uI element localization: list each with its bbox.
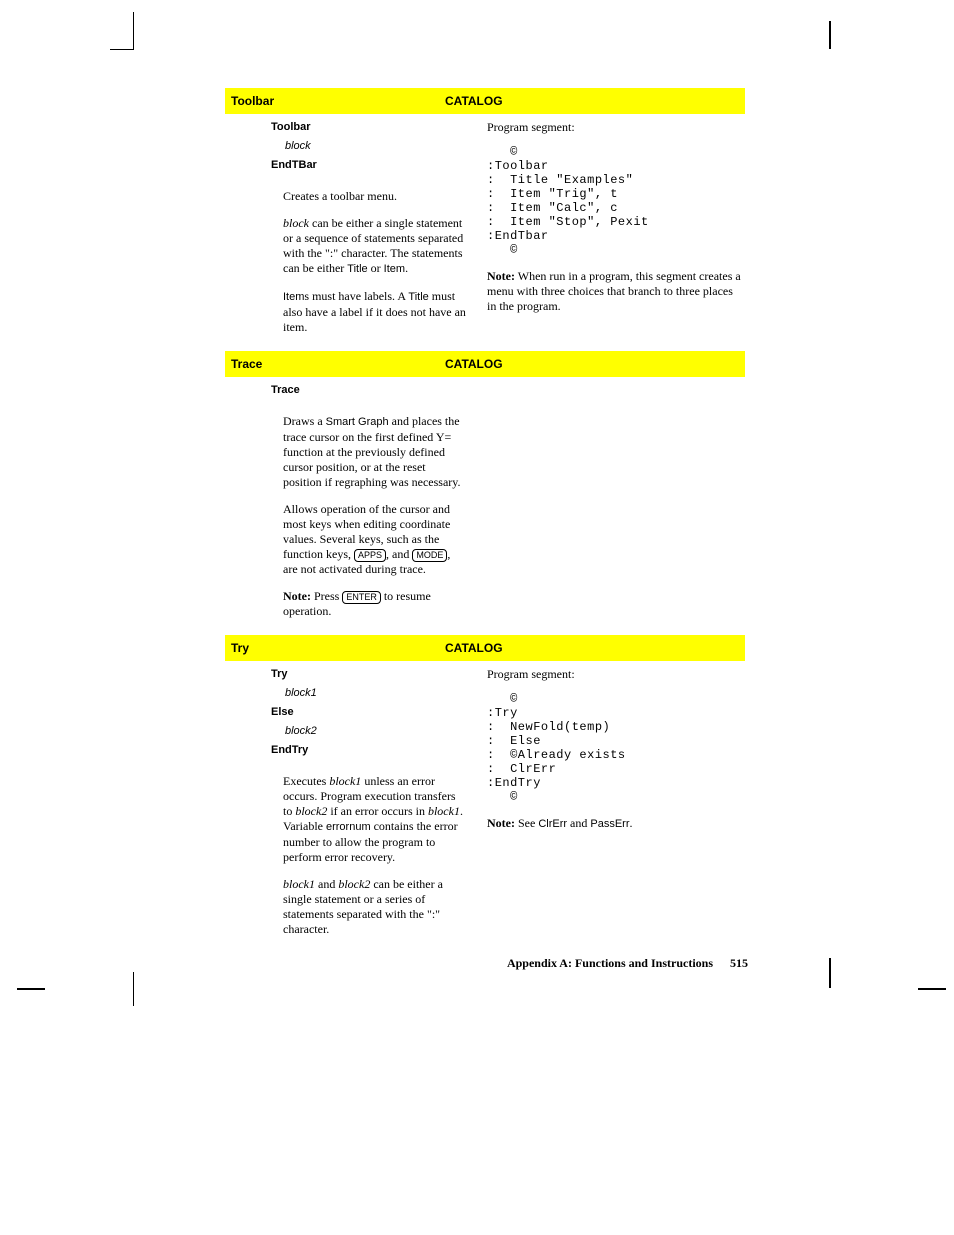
paragraph: Allows operation of the cursor and most … [283, 502, 467, 577]
left-column: Toolbar block EndTBar Creates a toolbar men… [225, 120, 485, 335]
command-name: Try [225, 641, 445, 655]
paragraph: Creates a toolbar menu. [283, 189, 467, 204]
syntax-line: block1 [295, 686, 467, 701]
example-intro: Program segment: [487, 120, 745, 135]
paragraph: block1 and block2 can be either a single… [283, 877, 467, 937]
example-intro: Program segment: [487, 667, 745, 682]
crop-mark [133, 972, 134, 1006]
right-column [485, 383, 745, 619]
syntax-line: Else [281, 705, 467, 720]
syntax-line: block [295, 139, 467, 154]
paragraph: Executes block1 unless an error occurs. … [283, 774, 467, 865]
syntax-line: Try [281, 667, 467, 682]
crop-mark [133, 12, 134, 49]
crop-mark [110, 49, 134, 50]
paragraph: block can be either a single statement o… [283, 216, 467, 277]
crop-mark [918, 988, 946, 990]
section-body: Toolbar block EndTBar Creates a toolbar men… [225, 114, 745, 351]
section-header: ToolbarCATALOG [225, 88, 745, 114]
command-location: CATALOG [445, 94, 745, 108]
command-name: Toolbar [225, 94, 445, 108]
page-content: ToolbarCATALOGToolbarblockEndTBarCreates… [225, 88, 745, 953]
syntax-line: EndTBar [281, 158, 467, 173]
command-location: CATALOG [445, 357, 745, 371]
left-column: Try block1 Else block2 EndTry Executes block1… [225, 667, 485, 937]
command-location: CATALOG [445, 641, 745, 655]
paragraph: Note: Press ENTER to resume operation. [283, 589, 467, 619]
crop-mark [829, 21, 831, 49]
example-note: Note: When run in a program, this segmen… [487, 269, 745, 314]
right-column: Program segment: © :Toolbar : Title "Exa… [485, 120, 745, 335]
footer-text: Appendix A: Functions and Instructions [507, 956, 713, 970]
crop-mark [17, 988, 45, 990]
syntax-line: block2 [295, 724, 467, 739]
right-column: Program segment: © :Try : NewFold(temp) … [485, 667, 745, 937]
syntax-line: EndTry [281, 743, 467, 758]
example-note: Note: See ClrErr and PassErr. [487, 816, 745, 832]
section-body: Try block1 Else block2 EndTry Executes block1… [225, 661, 745, 953]
command-name: Trace [225, 357, 445, 371]
page-number: 515 [730, 956, 748, 970]
code-example: © :Toolbar : Title "Examples" : Item "Tr… [487, 145, 745, 257]
paragraph: Draws a Smart Graph and places the trace… [283, 414, 467, 490]
code-example: © :Try : NewFold(temp) : Else : ©Already… [487, 692, 745, 804]
section-body: Trace Draws a Smart Graph and places the … [225, 377, 745, 635]
section-header: TryCATALOG [225, 635, 745, 661]
syntax-line: Toolbar [281, 120, 467, 135]
page-footer: Appendix A: Functions and Instructions 5… [480, 956, 748, 971]
syntax-line: Trace [281, 383, 467, 398]
paragraph: Items must have labels. A Title must als… [283, 289, 467, 335]
section-header: TraceCATALOG [225, 351, 745, 377]
left-column: Trace Draws a Smart Graph and places the … [225, 383, 485, 619]
crop-mark [829, 958, 831, 988]
